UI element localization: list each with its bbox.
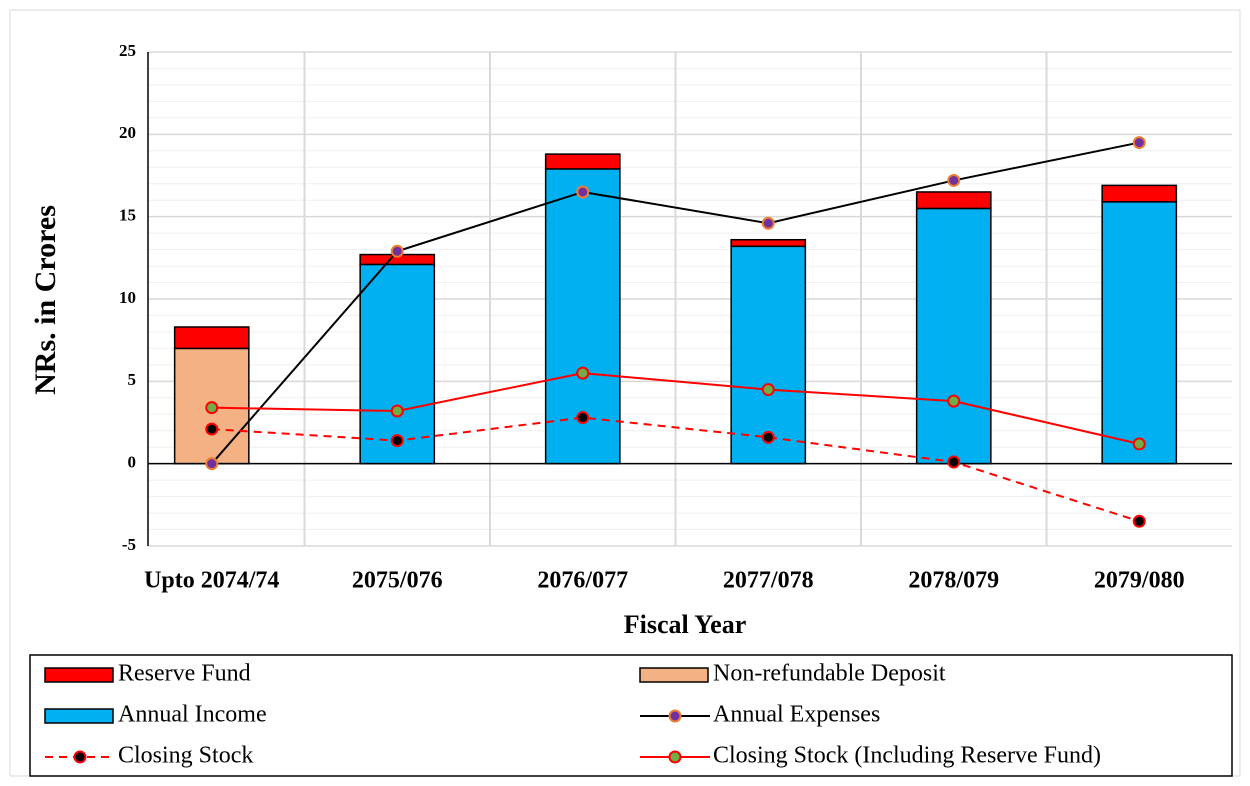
y-tick-label: 5: [128, 370, 137, 389]
line: [210, 141, 1140, 465]
marker: [390, 434, 404, 448]
bar: [730, 245, 807, 465]
line: [211, 416, 1140, 523]
y-tick-label: 20: [119, 123, 136, 142]
x-tick-label: 2079/080: [1094, 568, 1185, 594]
x-tick-label: 2077/078: [723, 568, 814, 594]
marker: [390, 244, 404, 258]
legend-label: Non-refundable Deposit: [713, 661, 946, 687]
y-tick-label: 15: [119, 206, 136, 225]
marker: [576, 411, 590, 425]
legend-label: Closing Stock (Including Reserve Fund): [713, 743, 1101, 769]
legend-label: Reserve Fund: [118, 661, 251, 687]
bar: [915, 191, 992, 210]
legend-label: Annual Income: [118, 702, 267, 728]
legend-label: Closing Stock: [118, 743, 253, 769]
legend-swatch: [639, 667, 709, 683]
marker: [390, 404, 404, 418]
marker: [761, 430, 775, 444]
bar: [544, 153, 621, 170]
bar: [915, 207, 992, 465]
y-tick-label: -5: [122, 535, 136, 554]
y-axis-label: NRs. in Crores: [29, 205, 62, 395]
x-tick-label: 2076/077: [537, 568, 628, 594]
x-tick-label: Upto 2074/74: [144, 568, 279, 594]
marker: [947, 173, 961, 187]
legend-marker: [668, 709, 682, 723]
grid: [148, 51, 1232, 547]
legend-swatch: [44, 667, 114, 683]
x-tick-label: 2075/076: [352, 568, 443, 594]
x-tick-label: 2078/079: [908, 568, 999, 594]
marker: [205, 457, 219, 471]
line: [211, 372, 1140, 445]
marker: [576, 185, 590, 199]
legend-swatch: [44, 708, 114, 724]
bar: [359, 263, 436, 465]
y-tick-label: 0: [128, 453, 137, 472]
marker: [761, 383, 775, 397]
bar: [730, 238, 807, 248]
x-axis-label: Fiscal Year: [624, 610, 747, 639]
marker: [761, 216, 775, 230]
legend-marker: [73, 750, 87, 764]
bar: [173, 326, 250, 350]
marker: [947, 394, 961, 408]
marker: [205, 401, 219, 415]
marker: [205, 422, 219, 436]
y-tick-label: 25: [119, 41, 136, 60]
legend-box: [29, 654, 1233, 777]
marker: [1132, 514, 1146, 528]
legend-label: Annual Expenses: [713, 702, 880, 728]
y-tick-label: 10: [119, 288, 136, 307]
marker: [947, 455, 961, 469]
marker: [576, 366, 590, 380]
marker: [1132, 136, 1146, 150]
bar: [1101, 184, 1178, 203]
bar: [1101, 201, 1178, 465]
legend-marker: [668, 750, 682, 764]
marker: [1132, 437, 1146, 451]
